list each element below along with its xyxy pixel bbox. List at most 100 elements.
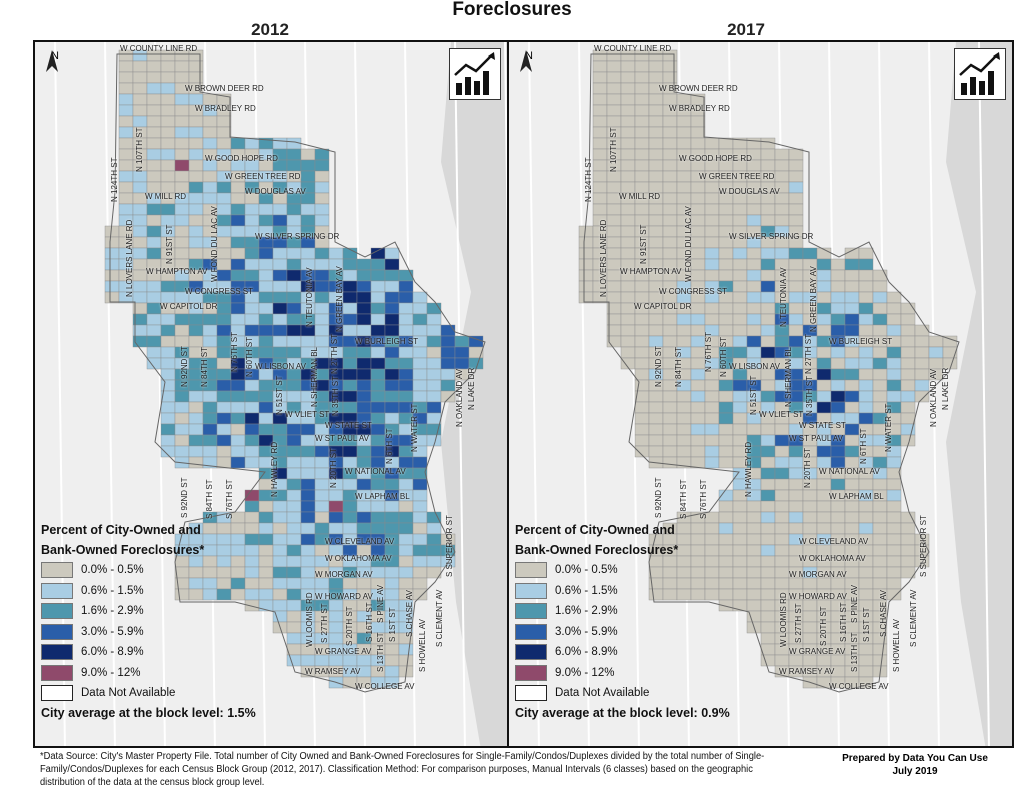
block-group-c0 [634, 434, 650, 447]
block-group-c0 [648, 148, 664, 161]
block-group-c0 [732, 544, 748, 557]
block-group-c1 [160, 379, 176, 392]
block-group-c0 [844, 280, 860, 293]
block-group-c0 [900, 555, 916, 568]
block-group-c0 [606, 236, 622, 249]
block-group-c0 [272, 522, 288, 535]
block-group-c2 [202, 313, 218, 326]
block-group-c1 [412, 368, 428, 381]
street-label: S 13TH ST [850, 632, 859, 672]
block-group-c2 [202, 434, 218, 447]
block-group-c1 [118, 104, 134, 117]
block-group-c3 [272, 214, 288, 227]
block-group-c2 [342, 346, 358, 359]
block-group-c3 [830, 445, 846, 458]
block-group-c0 [816, 511, 832, 524]
block-group-c2 [426, 511, 442, 524]
block-group-c1 [426, 324, 442, 337]
street-label: N 35TH ST [331, 375, 340, 416]
map-panel-2012[interactable]: W COUNTY LINE RD W BROWN DEER RD W BRADLEY… [33, 40, 509, 748]
block-group-c2 [272, 423, 288, 436]
block-group-c2 [286, 313, 302, 326]
block-group-c3 [440, 324, 456, 337]
block-group-c0 [844, 434, 860, 447]
block-group-c1 [746, 313, 762, 326]
block-group-c0 [760, 423, 776, 436]
street-label: S CHASE AV [405, 590, 414, 637]
block-group-c2 [286, 148, 302, 161]
block-group-c1 [370, 346, 386, 359]
street-label: N LOVERS LANE RD [125, 219, 134, 297]
legend-swatch [515, 623, 547, 640]
map-panel-2017[interactable]: W COUNTY LINE RD W BROWN DEER RD W BRADLEY… [507, 40, 1014, 748]
street-label: W RAMSEY AV [305, 667, 361, 676]
block-group-c0 [788, 203, 804, 216]
block-group-c1 [886, 489, 902, 502]
block-group-c3 [216, 324, 232, 337]
street-label: N GREEN BAY AV [809, 266, 818, 332]
block-group-c3 [314, 445, 330, 458]
block-group-c1 [272, 599, 288, 612]
block-group-c2 [216, 181, 232, 194]
block-group-c3 [398, 368, 414, 381]
block-group-c2 [216, 302, 232, 315]
block-group-c1 [286, 489, 302, 502]
block-group-c1 [258, 203, 274, 216]
street-label: W GOOD HOPE RD [679, 154, 752, 163]
block-group-c0 [662, 401, 678, 414]
block-group-c2 [370, 478, 386, 491]
street-label: W BROWN DEER RD [659, 84, 738, 93]
block-group-c4 [272, 302, 288, 315]
block-group-c0 [314, 511, 330, 524]
block-group-c0 [174, 60, 190, 73]
block-group-c0 [760, 654, 776, 667]
background-road [504, 42, 507, 255]
block-group-c0 [774, 445, 790, 458]
block-group-c3 [844, 390, 860, 403]
block-group-c2 [440, 379, 456, 392]
block-group-c0 [872, 511, 888, 524]
street-label: N 6TH ST [859, 428, 868, 464]
block-group-c0 [202, 170, 218, 183]
block-group-c1 [272, 313, 288, 326]
block-group-c1 [258, 412, 274, 425]
block-group-c0 [788, 654, 804, 667]
block-group-c0 [760, 555, 776, 568]
block-group-c1 [146, 291, 162, 304]
block-group-c0 [662, 225, 678, 238]
block-group-c1 [146, 236, 162, 249]
block-group-c0 [900, 324, 916, 337]
block-group-c0 [676, 390, 692, 403]
block-group-c3 [356, 280, 372, 293]
block-group-c0 [578, 258, 594, 271]
block-group-c1 [188, 203, 204, 216]
block-group-c0 [592, 137, 608, 150]
block-group-c2 [760, 445, 776, 458]
block-group-c2 [216, 313, 232, 326]
block-group-c0 [718, 500, 734, 513]
block-group-c4 [356, 291, 372, 304]
street-label: W STATE ST [799, 421, 846, 430]
block-group-c0 [732, 533, 748, 546]
block-group-c0 [788, 280, 804, 293]
block-group-c1 [202, 445, 218, 458]
block-group-c1 [314, 181, 330, 194]
block-group-c3 [356, 478, 372, 491]
block-group-c1 [830, 291, 846, 304]
block-group-c2 [258, 379, 274, 392]
block-group-c0 [620, 346, 636, 359]
city-average: City average at the block level: 1.5% [41, 705, 256, 720]
map-canvas[interactable] [509, 42, 1014, 748]
block-group-c2 [384, 511, 400, 524]
block-group-c0 [648, 434, 664, 447]
block-group-c0 [704, 137, 720, 150]
block-group-c0 [732, 412, 748, 425]
street-label: W STATE ST [325, 421, 372, 430]
block-group-c1 [886, 368, 902, 381]
map-canvas[interactable] [35, 42, 509, 748]
block-group-c1 [398, 313, 414, 326]
block-group-c1 [202, 192, 218, 205]
block-group-c2 [342, 500, 358, 513]
block-group-c2 [858, 258, 874, 271]
block-group-c2 [160, 423, 176, 436]
